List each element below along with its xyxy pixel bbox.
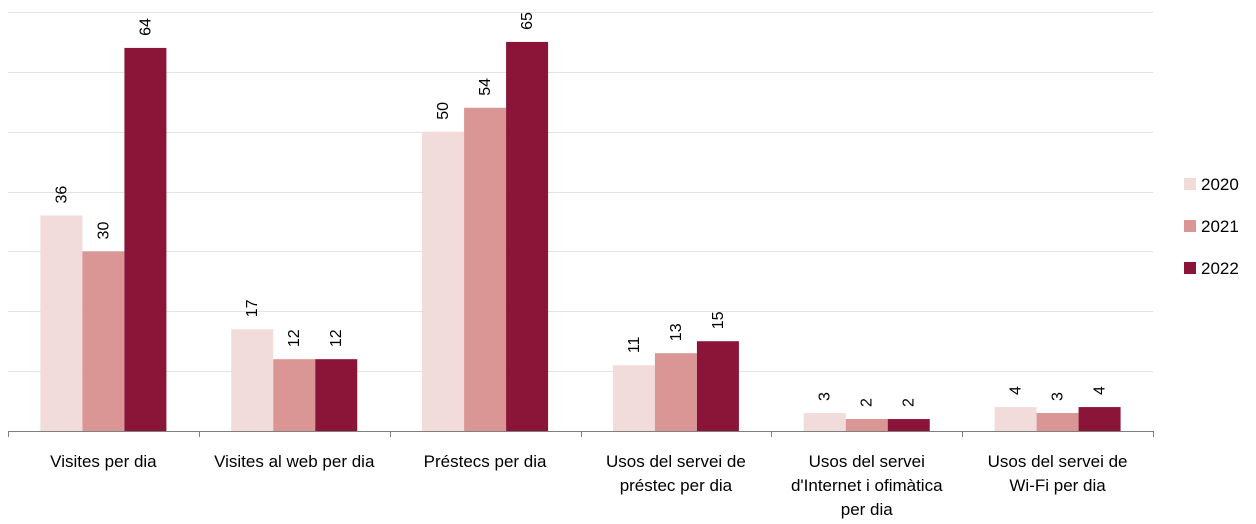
bar-2021-1 bbox=[82, 251, 125, 431]
bar-2022-3 bbox=[506, 41, 549, 432]
data-label: 11 bbox=[626, 336, 643, 353]
x-tick-label: Usos del servei de préstec per dia bbox=[606, 452, 746, 495]
bar-2021-6 bbox=[1036, 413, 1079, 431]
bar-2020-3 bbox=[422, 131, 465, 431]
bar-2020-4 bbox=[612, 365, 655, 431]
data-label: 3 bbox=[817, 392, 834, 401]
data-label: 12 bbox=[286, 329, 303, 347]
bar-2020-1 bbox=[40, 215, 83, 431]
x-tick-label: Usos del servei de Wi-Fi per dia bbox=[988, 452, 1128, 495]
bar-2022-4 bbox=[696, 341, 739, 431]
data-label: 36 bbox=[53, 186, 70, 204]
data-label: 50 bbox=[435, 102, 452, 120]
bar-2021-5 bbox=[845, 419, 888, 431]
x-axis: Visites per dia Visites al web per dia Pré… bbox=[8, 431, 1154, 519]
legend-item-2022: 2022 bbox=[1184, 259, 1239, 278]
x-tick-label: Préstecs per dia bbox=[424, 452, 547, 471]
legend-swatch bbox=[1184, 220, 1196, 232]
legend-label: 2022 bbox=[1201, 259, 1239, 278]
bar-2021-3 bbox=[464, 107, 507, 432]
bar-2020-2 bbox=[231, 329, 274, 431]
legend-swatch bbox=[1184, 178, 1196, 190]
data-label: 15 bbox=[710, 311, 727, 329]
bar-2022-2 bbox=[315, 359, 358, 431]
data-label: 64 bbox=[137, 18, 154, 36]
data-label: 4 bbox=[1008, 386, 1025, 395]
data-label: 4 bbox=[1092, 386, 1109, 395]
legend: 2020 2021 2022 bbox=[1184, 175, 1239, 278]
x-tick-label: Usos del servei d'Internet i ofimàtica per… bbox=[791, 452, 943, 519]
legend-label: 2020 bbox=[1201, 175, 1239, 194]
data-label: 65 bbox=[519, 12, 536, 30]
bar-2020-5 bbox=[803, 413, 846, 431]
data-labels: 36 30 64 17 12 12 50 54 65 11 13 15 3 2 2 4 3 4 bbox=[53, 12, 1108, 407]
bar-2022-5 bbox=[887, 419, 930, 431]
legend-item-2020: 2020 bbox=[1184, 175, 1239, 194]
data-label: 54 bbox=[477, 78, 494, 96]
legend-item-2021: 2021 bbox=[1184, 217, 1239, 236]
data-label: 13 bbox=[668, 323, 685, 341]
bar-2021-2 bbox=[273, 359, 316, 431]
bar-2022-6 bbox=[1078, 407, 1121, 431]
data-label: 2 bbox=[859, 398, 876, 407]
data-label: 30 bbox=[95, 222, 112, 240]
bar-2021-4 bbox=[654, 353, 697, 431]
bar-2022-1 bbox=[124, 47, 167, 432]
bars bbox=[40, 41, 1121, 432]
legend-swatch bbox=[1184, 262, 1196, 274]
data-label: 3 bbox=[1050, 392, 1067, 401]
data-label: 17 bbox=[244, 299, 261, 317]
data-label: 12 bbox=[328, 329, 345, 347]
gridlines bbox=[8, 12, 1153, 372]
legend-label: 2021 bbox=[1201, 217, 1239, 236]
data-label: 2 bbox=[901, 398, 918, 407]
bar-2020-6 bbox=[994, 407, 1037, 431]
x-tick-label: Visites al web per dia bbox=[214, 452, 375, 471]
x-tick-label: Visites per dia bbox=[50, 452, 157, 471]
